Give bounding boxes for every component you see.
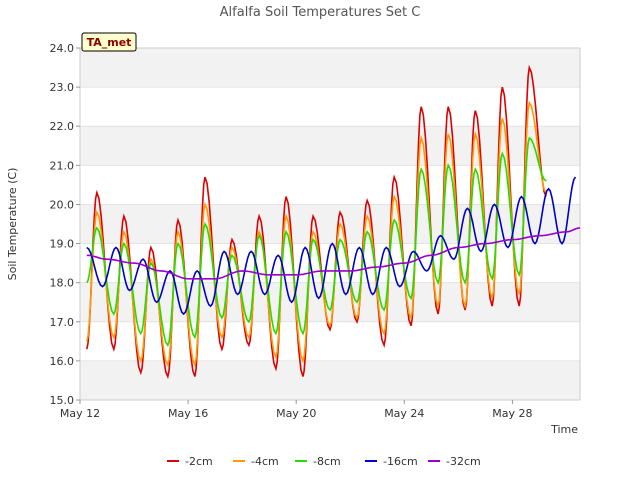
y-tick-label: 22.0 [50, 120, 75, 133]
badge-label: TA_met [87, 36, 132, 49]
series-line-minus-8cm [86, 136, 547, 347]
y-tick-label: 20.0 [50, 198, 75, 211]
legend-label: -4cm [251, 455, 279, 468]
grid-band [80, 360, 580, 400]
legend-label: -16cm [383, 455, 418, 468]
y-tick-label: 19.0 [50, 238, 75, 251]
x-tick-label: May 20 [276, 407, 316, 420]
y-tick-label: 24.0 [50, 42, 75, 55]
y-tick-label: 15.0 [50, 394, 75, 407]
y-axis-label: Soil Temperature (C) [6, 168, 19, 281]
y-tick-label: 23.0 [50, 81, 75, 94]
legend: -2cm -4cm -8cm -16cm -32cm [167, 455, 481, 468]
x-tick-label: May 24 [384, 407, 424, 420]
grid-band [80, 126, 580, 166]
x-tick-label: May 16 [168, 407, 208, 420]
y-tick-label: 18.0 [50, 277, 75, 290]
series-lines [86, 64, 581, 380]
badge-box [81, 32, 137, 52]
grid-band [80, 87, 580, 127]
legend-label: -2cm [185, 455, 213, 468]
plot-area-border [79, 47, 581, 401]
y-tick-label: 16.0 [50, 355, 75, 368]
ta-met-badge: TA_met [81, 32, 137, 52]
series-line-minus-16cm [86, 176, 577, 316]
x-tick-label: May 12 [60, 407, 100, 420]
legend-label: -32cm [446, 455, 481, 468]
chart-title: Alfalfa Soil Temperatures Set C [220, 5, 421, 20]
y-tick-label: 21.0 [50, 159, 75, 172]
grid-band [80, 282, 580, 322]
grid-band [80, 165, 580, 205]
x-axis-ticks: May 12 May 16 May 20 May 24 May 28 [60, 400, 533, 420]
grid-band [80, 204, 580, 244]
y-axis-ticks: 15.0 16.0 17.0 18.0 19.0 20.0 21.0 22.0 23.0 24.0 [50, 42, 80, 407]
series-line-minus-32cm [86, 227, 581, 280]
x-axis-label: Time [550, 423, 578, 436]
legend-label: -8cm [313, 455, 341, 468]
grid-band [80, 48, 580, 88]
y-tick-label: 17.0 [50, 316, 75, 329]
x-tick-label: May 28 [492, 407, 532, 420]
